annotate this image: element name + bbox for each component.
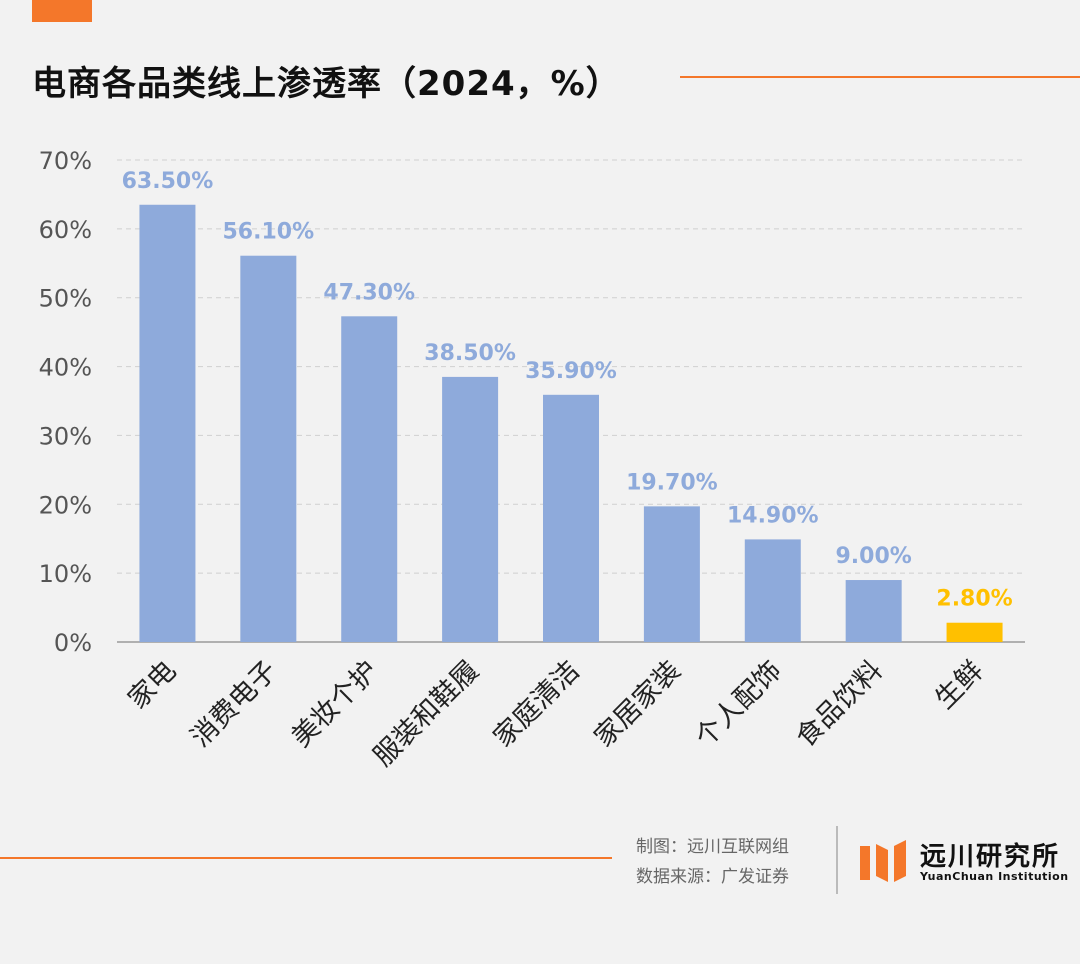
bar xyxy=(744,539,801,642)
y-tick-label: 70% xyxy=(39,147,92,175)
logo-mark-icon xyxy=(860,840,906,882)
bar xyxy=(643,506,700,642)
x-tick-label: 个人配饰 xyxy=(689,655,787,753)
credit-maker: 制图：远川互联网组 xyxy=(636,837,789,857)
footer-rule xyxy=(0,857,612,859)
data-label: 19.70% xyxy=(626,470,718,495)
x-tick-label: 消费电子 xyxy=(185,655,283,753)
y-tick-label: 10% xyxy=(39,560,92,588)
y-tick-label: 0% xyxy=(54,629,92,657)
data-label: 9.00% xyxy=(836,544,912,569)
x-tick-label: 家电 xyxy=(122,655,182,715)
credit-source: 数据来源：广发证券 xyxy=(636,867,789,887)
data-label: 14.90% xyxy=(727,503,819,528)
bar xyxy=(845,580,902,642)
x-tick-label: 服装和鞋履 xyxy=(368,655,485,772)
x-tick-label: 食品饮料 xyxy=(790,655,888,753)
bar xyxy=(543,394,599,642)
x-tick-label: 家庭清洁 xyxy=(488,655,586,753)
data-label: 2.80% xyxy=(936,587,1012,612)
y-tick-label: 60% xyxy=(39,216,92,244)
bar xyxy=(442,376,499,642)
y-tick-label: 40% xyxy=(39,354,92,382)
x-tick-label: 美妆个护 xyxy=(286,655,384,753)
data-label: 35.90% xyxy=(525,359,617,384)
chart-title: 电商各品类线上渗透率（2024，%） xyxy=(32,64,621,104)
y-tick-label: 50% xyxy=(39,285,92,313)
data-label: 63.50% xyxy=(122,169,214,194)
x-tick-label: 生鲜 xyxy=(929,655,989,715)
data-label: 47.30% xyxy=(323,280,415,305)
bar xyxy=(946,622,1003,642)
data-label: 56.10% xyxy=(223,220,315,245)
bar xyxy=(139,204,196,642)
bar xyxy=(341,316,398,642)
y-tick-label: 20% xyxy=(39,491,92,519)
data-label: 38.50% xyxy=(424,341,516,366)
bar-chart: 0% 10% 20% 30% 40% 50% 60% 70% 63.50% 家电 56.10% 消费电… xyxy=(39,147,1025,772)
logo-name-cn: 远川研究所 xyxy=(920,842,1061,872)
logo: 远川研究所 YuanChuan Institution xyxy=(858,836,1078,892)
title-rule xyxy=(680,76,1080,78)
credits: 制图：远川互联网组 数据来源：广发证券 xyxy=(636,832,789,892)
footer-divider xyxy=(836,826,838,894)
logo-name-en: YuanChuan Institution xyxy=(920,870,1069,883)
bar xyxy=(240,255,297,642)
y-tick-label: 30% xyxy=(39,422,92,450)
top-accent-bar xyxy=(32,0,92,22)
x-tick-label: 家居家装 xyxy=(589,655,687,753)
